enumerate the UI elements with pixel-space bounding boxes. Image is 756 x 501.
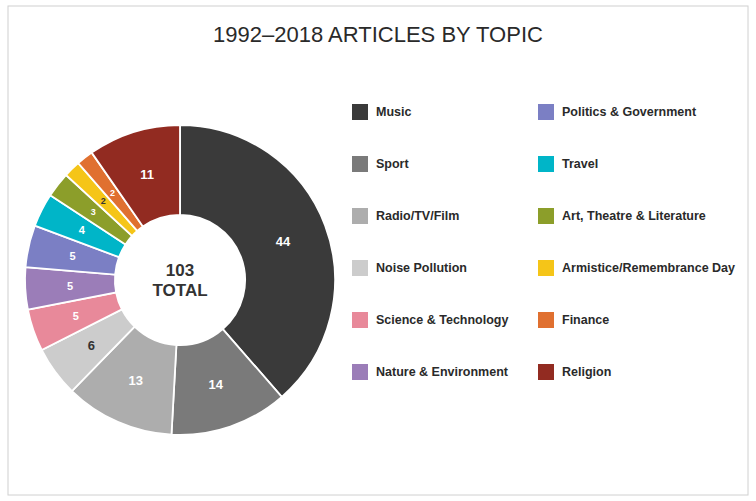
center-label: 103TOTAL [152, 261, 207, 300]
legend-entry: Radio/TV/Film [376, 209, 459, 223]
legend-entry: Science & Technology [376, 313, 508, 327]
legend-swatch [352, 260, 368, 276]
legend-swatch [352, 208, 368, 224]
data-label: 13 [129, 373, 143, 388]
data-label: 5 [67, 280, 73, 292]
wedge [72, 327, 176, 435]
legend-entry: Armistice/Remembrance Day [562, 261, 735, 275]
chart: 1992–2018 ARTICLES BY TOPIC4414136555432… [0, 0, 756, 501]
data-label: 5 [70, 250, 76, 262]
data-label: 11 [140, 167, 154, 182]
data-label: 5 [73, 310, 79, 322]
legend-entry: Sport [376, 157, 409, 171]
legend-entry: Art, Theatre & Literature [562, 209, 706, 223]
legend-swatch [352, 364, 368, 380]
legend-entry: Finance [562, 313, 609, 327]
legend-swatch [538, 104, 554, 120]
wedge [92, 125, 180, 227]
legend-entry: Noise Pollution [376, 261, 467, 275]
wedges [25, 125, 335, 435]
data-label: 44 [276, 234, 291, 249]
data-label: 4 [79, 224, 86, 236]
wedge-labels: 4414136555432211 [67, 167, 291, 391]
data-label: 3 [91, 207, 96, 217]
legend-swatch [538, 312, 554, 328]
legend-swatch [538, 156, 554, 172]
data-label: 2 [101, 196, 106, 206]
legend-entry: Religion [562, 365, 611, 379]
legend-swatch [352, 156, 368, 172]
frame [8, 6, 748, 495]
legend-swatch [538, 364, 554, 380]
center-label-line: TOTAL [152, 281, 207, 300]
legend-swatch [352, 104, 368, 120]
wedge [171, 329, 281, 435]
data-label: 14 [208, 377, 223, 392]
legend-entry: Nature & Environment [376, 365, 509, 379]
center-label-line: 103 [166, 261, 194, 280]
legend-entry: Music [376, 105, 411, 119]
legend-entry: Travel [562, 157, 598, 171]
legend: Music Sport Radio/TV/Film Noise Pollution Sc… [352, 104, 735, 380]
title: 1992–2018 ARTICLES BY TOPIC [213, 22, 543, 47]
data-label: 2 [110, 188, 115, 198]
legend-entry: Politics & Government [562, 105, 697, 119]
legend-swatch [352, 312, 368, 328]
data-label: 6 [88, 338, 95, 353]
legend-swatch [538, 260, 554, 276]
legend-swatch [538, 208, 554, 224]
